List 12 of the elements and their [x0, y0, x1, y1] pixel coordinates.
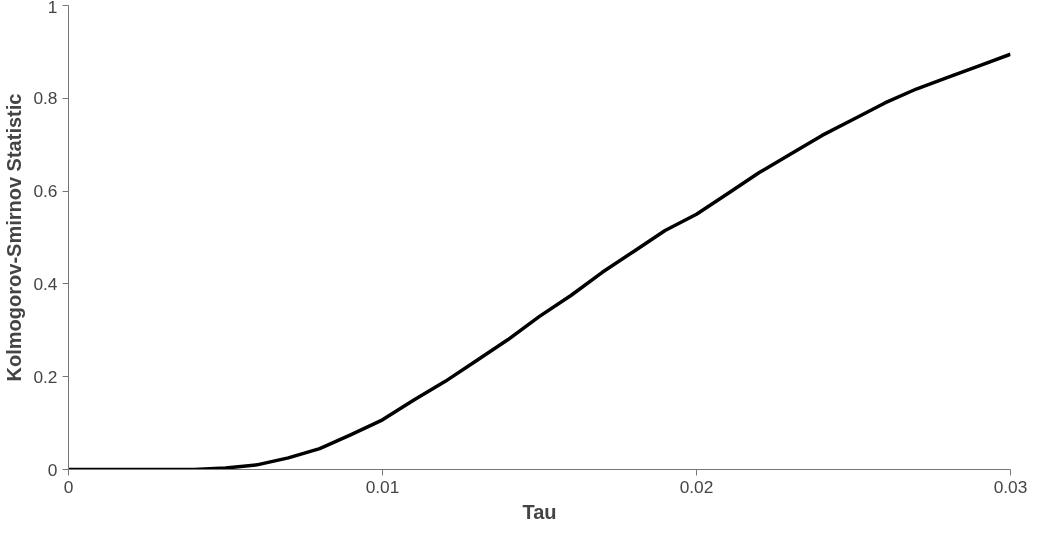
x-tick-label: 0.03: [993, 476, 1028, 497]
y-tick-label: 0.6: [33, 181, 58, 202]
y-tick-label: 0: [47, 459, 58, 480]
y-tick-label: 1: [47, 0, 58, 17]
x-tick-label: 0.02: [679, 476, 714, 497]
y-tick-label: 0.2: [33, 366, 58, 387]
x-tick-label: 0.01: [365, 476, 400, 497]
y-tick-label: 0.8: [33, 88, 58, 109]
x-tick-label: 0: [63, 476, 74, 497]
y-tick-label: 0.4: [33, 273, 58, 294]
x-axis-title: Tau: [522, 500, 557, 523]
y-axis-title: Kolmogorov-Smirnov Statistic: [3, 93, 26, 382]
